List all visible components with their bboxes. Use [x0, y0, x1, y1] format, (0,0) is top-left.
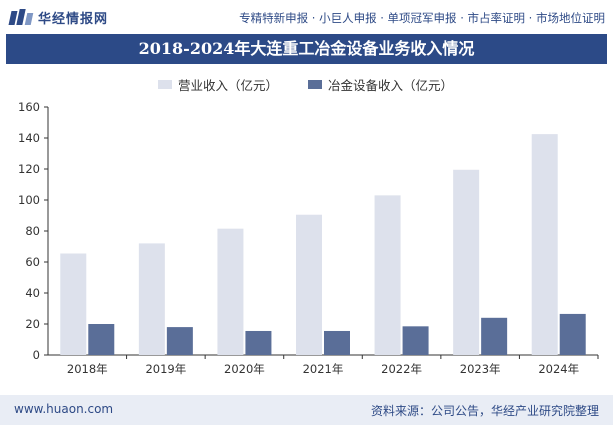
legend-swatch-revenue: [158, 80, 172, 89]
logo-text: 华经情报网: [38, 11, 109, 27]
bar-revenue: [217, 228, 244, 355]
x-tick-label: 2021年: [303, 362, 344, 376]
bar-metallurgy: [324, 330, 350, 355]
x-tick-label: 2018年: [67, 362, 108, 376]
legend-item-metallurgy: 冶金设备收入（亿元）: [308, 75, 453, 94]
bar-metallurgy: [402, 326, 429, 355]
x-tick-label: 2019年: [145, 362, 186, 376]
bar-chart: 0 20 40 60 80 100 120 140 160 2018年 2019年 2020年 2021…: [18, 100, 599, 376]
bar-revenue: [453, 169, 480, 355]
x-tick-label: 2020年: [224, 362, 265, 376]
y-tick-label: 100: [18, 193, 40, 207]
legend-swatch-metallurgy: [308, 80, 323, 89]
y-tick-label: 0: [33, 348, 40, 362]
bar-metallurgy: [245, 330, 272, 355]
y-tick-label: 60: [25, 255, 40, 269]
title-bar: 2018-2024年大连重工冶金设备业务收入情况: [6, 34, 607, 64]
chart-legend: 营业收入（亿元） 冶金设备收入（亿元）: [158, 75, 483, 94]
bar-metallurgy: [166, 327, 193, 355]
chart-title: 2018-2024年大连重工冶金设备业务收入情况: [138, 39, 475, 58]
y-tick-label: 160: [18, 100, 40, 114]
legend-label-revenue: 营业收入（亿元）: [178, 78, 279, 93]
top-bar: 华经情报网 专精特新申报 · 小巨人申报 · 单项冠军申报 · 市占率证明 · …: [0, 0, 613, 34]
x-tick-label: 2024年: [538, 362, 579, 376]
y-tick-label: 40: [25, 286, 40, 300]
service-tagline: 专精特新申报 · 小巨人申报 · 单项冠军申报 · 市占率证明 · 市场地位证明: [239, 11, 605, 25]
bar-revenue: [374, 195, 401, 355]
x-tick-label: 2023年: [460, 362, 501, 376]
footer-bar: www.huaon.com 资料来源：公司公告，华经产业研究院整理: [0, 395, 613, 425]
logo-icon: [8, 9, 34, 25]
site-url[interactable]: www.huaon.com: [14, 402, 114, 416]
bar-revenue: [531, 134, 558, 355]
data-source: 资料来源：公司公告，华经产业研究院整理: [370, 404, 599, 418]
y-tick-label: 20: [25, 317, 40, 331]
legend-label-metallurgy: 冶金设备收入（亿元）: [328, 78, 454, 93]
bar-revenue: [138, 243, 165, 355]
logo: 华经情报网: [8, 8, 109, 27]
bar-revenue: [296, 214, 322, 355]
y-tick-label: 120: [18, 162, 40, 176]
legend-item-revenue: 营业收入（亿元）: [158, 75, 278, 94]
y-tick-label: 80: [25, 224, 40, 238]
bar-metallurgy: [481, 317, 508, 355]
bar-revenue: [60, 253, 87, 355]
bar-metallurgy: [559, 313, 586, 355]
y-tick-label: 140: [18, 131, 40, 145]
bar-metallurgy: [88, 324, 115, 355]
x-tick-label: 2022年: [381, 362, 422, 376]
